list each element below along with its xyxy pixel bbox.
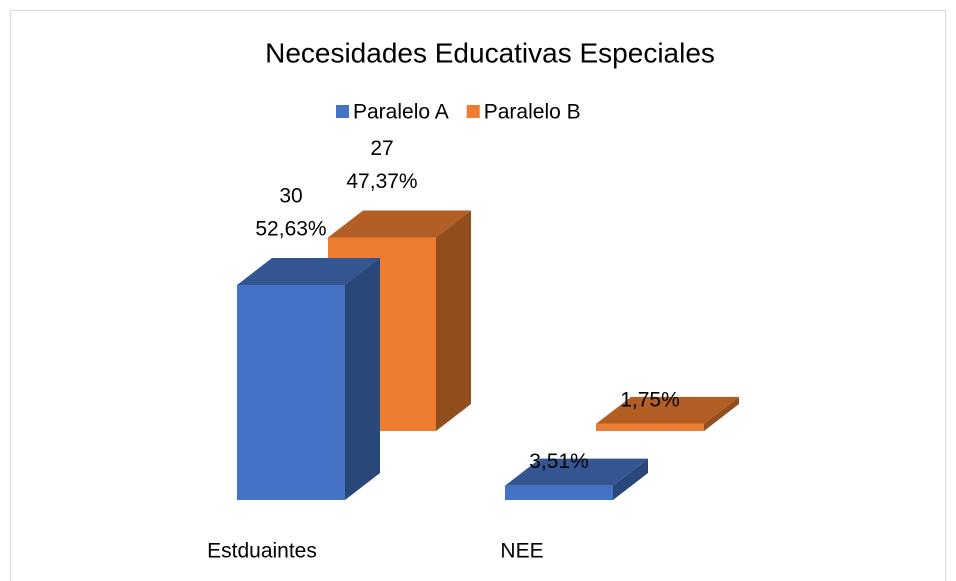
bar-top [328,210,471,238]
data-label: 27 [370,137,393,160]
x-tick-label: Estduaintes [207,540,317,563]
bar [596,396,739,431]
x-tick-label: NEE [500,540,543,563]
legend-label: Paralelo B [484,101,581,124]
data-label: 3,51% [529,450,589,473]
bar [505,458,648,500]
bar [237,258,380,500]
bar-side [345,258,380,500]
legend-label: Paralelo A [353,101,449,124]
bar-top [237,258,380,285]
bar-top [505,458,648,486]
bar-side [704,396,739,431]
chart-frame [10,10,946,581]
data-label: 47,37% [346,170,417,193]
data-label: 30 [279,185,302,208]
legend-swatch [336,105,349,118]
bar-front [596,423,704,431]
data-label: 1,75% [620,388,680,411]
bar-top [596,396,739,424]
bar-side [436,210,471,431]
bar-front [237,285,345,500]
data-label: 52,63% [255,218,326,241]
bar-front [505,485,613,500]
chart-title: Necesidades Educativas Especiales [265,37,715,68]
bar-side [613,458,648,500]
legend-swatch [466,105,480,118]
